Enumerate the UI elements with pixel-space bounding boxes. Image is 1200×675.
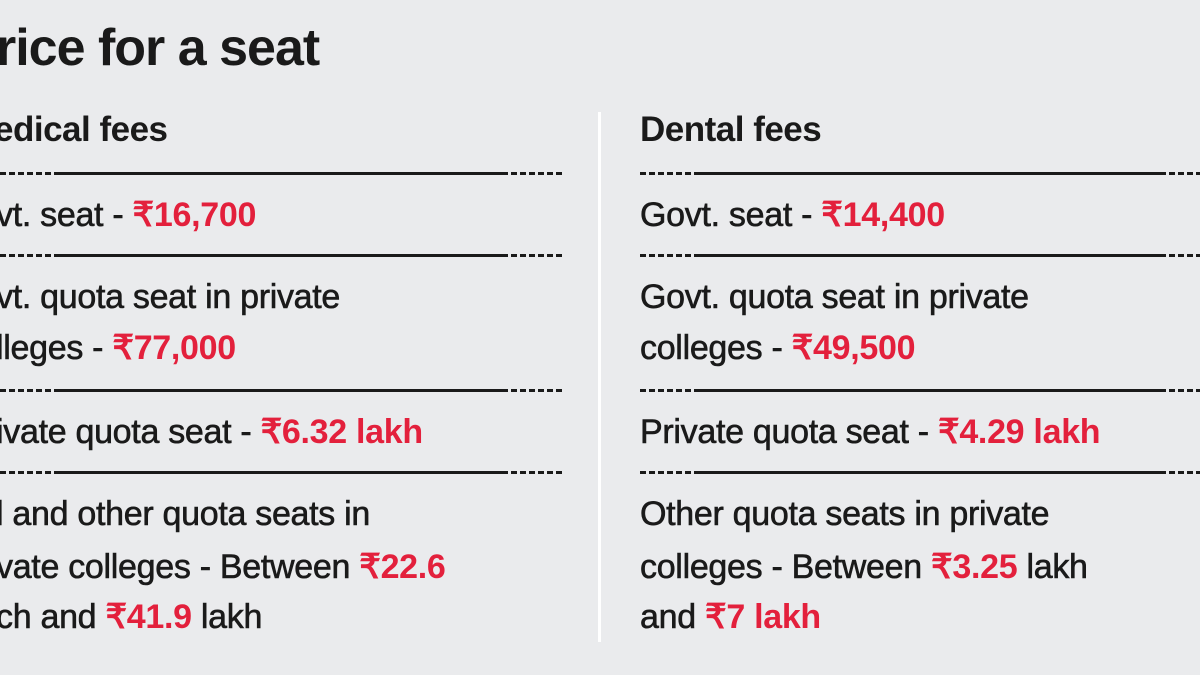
divider	[640, 254, 1200, 257]
fee-value: ₹41.9	[105, 598, 192, 636]
medical-other-line2: vate colleges - Between ₹22.6	[0, 547, 446, 587]
dental-fees-heading: Dental fees	[640, 110, 822, 149]
dental-other-line3: and ₹7 lakh	[640, 597, 822, 637]
fee-value: ₹14,400	[821, 196, 945, 234]
fee-value: ₹6.32 lakh	[260, 413, 424, 451]
column-divider	[598, 112, 601, 642]
label: ivate quota seat -	[0, 413, 261, 452]
medical-other-line3: ch and ₹41.9 lakh	[0, 597, 263, 637]
dental-other-line1: Other quota seats in private	[640, 495, 1050, 534]
label: and	[640, 598, 705, 637]
fee-value: ₹22.6	[359, 548, 446, 586]
label: vt. seat -	[0, 196, 133, 235]
dental-govt-quota-line2: colleges - ₹49,500	[640, 328, 916, 368]
infographic-title: rice for a seat	[0, 19, 320, 77]
label: colleges -	[640, 329, 792, 368]
fee-value: ₹77,000	[112, 329, 236, 367]
unit: lakh	[191, 598, 263, 637]
label: Private quota seat -	[640, 413, 938, 452]
fee-value: ₹49,500	[791, 329, 916, 367]
divider	[640, 471, 1200, 474]
label: Govt. seat -	[640, 196, 822, 235]
divider	[640, 172, 1200, 175]
divider	[0, 471, 562, 474]
divider	[0, 254, 562, 257]
dental-govt-quota-line1: Govt. quota seat in private	[640, 278, 1030, 317]
divider	[0, 172, 562, 175]
fee-value: ₹3.25	[931, 548, 1018, 586]
dental-private-quota: Private quota seat - ₹4.29 lakh	[640, 412, 1101, 452]
dental-other-line2: colleges - Between ₹3.25 lakh	[640, 547, 1089, 587]
label: lleges -	[0, 329, 113, 368]
fee-value: ₹7 lakh	[704, 598, 821, 636]
unit: lakh	[1017, 548, 1088, 587]
divider	[640, 389, 1200, 392]
medical-govt-seat: vt. seat - ₹16,700	[0, 195, 256, 235]
label: vate colleges - Between	[0, 548, 360, 587]
fee-value: ₹4.29 lakh	[937, 413, 1101, 451]
divider	[0, 389, 562, 392]
medical-private-quota: ivate quota seat - ₹6.32 lakh	[0, 412, 423, 452]
fee-value: ₹16,700	[132, 196, 257, 234]
medical-other-line1: l and other quota seats in	[0, 495, 371, 534]
medical-govt-quota-line2: lleges - ₹77,000	[0, 328, 236, 368]
medical-fees-heading: edical fees	[0, 110, 168, 149]
label: colleges - Between	[640, 548, 932, 587]
medical-govt-quota-line1: vt. quota seat in private	[0, 278, 341, 317]
dental-govt-seat: Govt. seat - ₹14,400	[640, 195, 945, 235]
label: ch and	[0, 598, 106, 637]
